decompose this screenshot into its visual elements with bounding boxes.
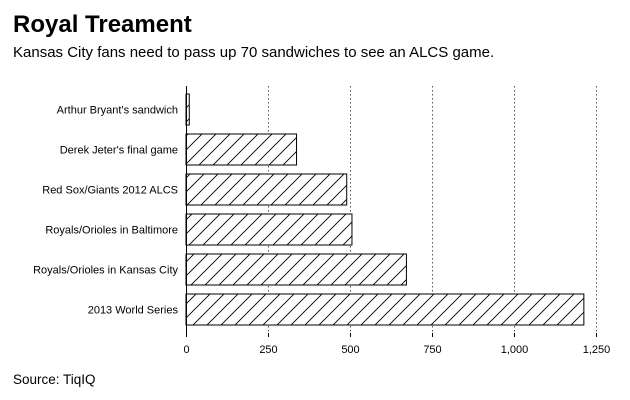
category-label: Red Sox/Giants 2012 ALCS [42, 185, 178, 197]
x-tick-label: 1,250 [583, 344, 611, 356]
x-tick-label: 0 [183, 344, 189, 356]
source-note: Source: TiqIQ [13, 372, 96, 387]
chart-title: Royal Treament [13, 11, 192, 38]
bar [185, 253, 407, 286]
category-label: Arthur Bryant's sandwich [57, 105, 178, 117]
category-labels: Arthur Bryant's sandwich Derek Jeter's fi… [33, 105, 178, 317]
bar [185, 133, 298, 166]
grid-lines [268, 86, 597, 333]
bar [185, 293, 585, 326]
x-axis: 0 250 500 750 1,000 1,250 [183, 86, 610, 356]
category-label: Royals/Orioles in Baltimore [45, 225, 178, 237]
chart-subtitle: Kansas City fans need to pass up 70 sand… [13, 44, 495, 61]
bars [185, 93, 585, 326]
category-label: 2013 World Series [88, 305, 179, 317]
bar [185, 213, 353, 246]
x-tick-label: 500 [341, 344, 359, 356]
x-tick-label: 1,000 [501, 344, 529, 356]
x-tick-label: 750 [423, 344, 441, 356]
category-label: Derek Jeter's final game [60, 145, 178, 157]
category-label: Royals/Orioles in Kansas City [33, 265, 178, 277]
x-tick-label: 250 [259, 344, 277, 356]
bar [185, 173, 348, 206]
